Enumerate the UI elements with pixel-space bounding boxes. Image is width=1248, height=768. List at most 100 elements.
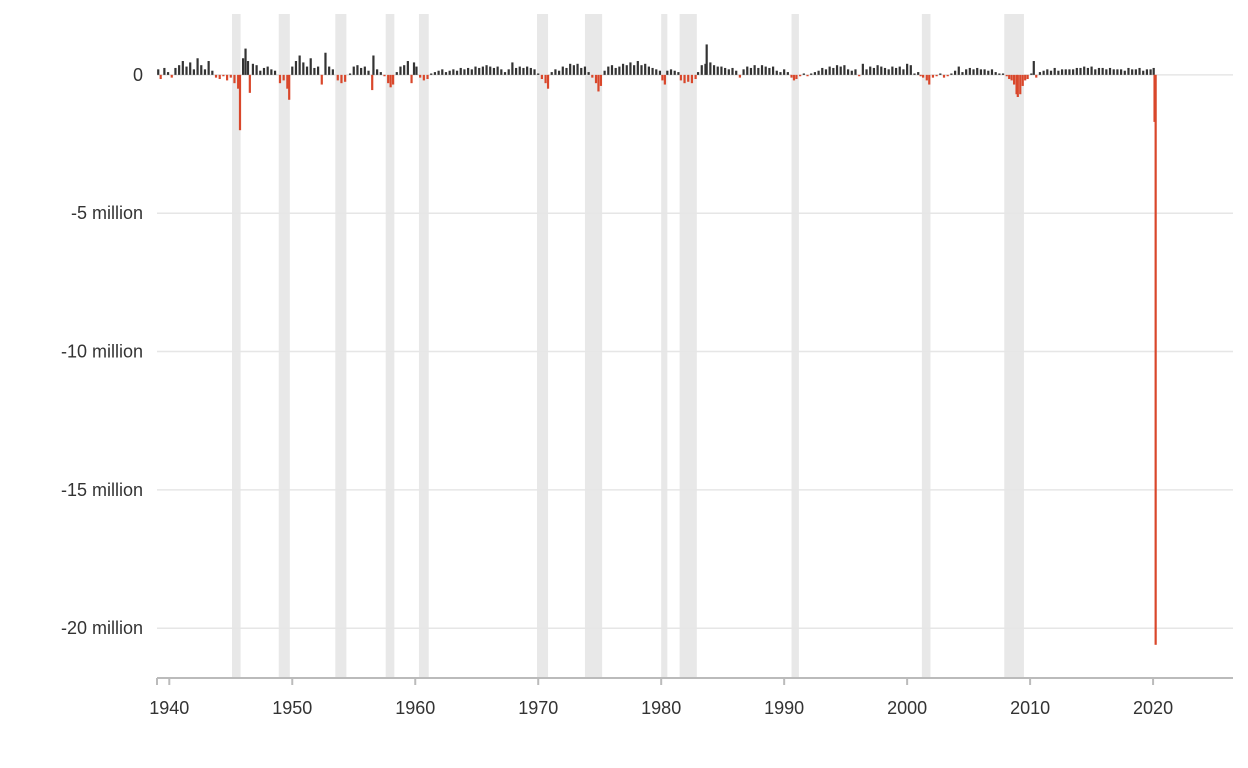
bar (869, 66, 872, 75)
bar (1042, 70, 1045, 75)
bar (760, 65, 764, 75)
x-tick-label: 1940 (149, 698, 189, 718)
bar (259, 70, 262, 75)
bar (181, 61, 184, 75)
bar (828, 66, 831, 75)
bar (392, 74, 395, 85)
bar (546, 74, 550, 89)
bar (861, 63, 864, 75)
bar (594, 74, 598, 84)
bar (371, 74, 374, 91)
bar (459, 67, 462, 75)
recession-band (385, 14, 395, 678)
bar (244, 48, 247, 75)
bar (1013, 74, 1016, 85)
bar (749, 67, 753, 75)
bar (529, 67, 532, 75)
axes (156, 677, 1233, 685)
bar (614, 67, 617, 75)
bar (928, 74, 931, 85)
bar (569, 63, 572, 75)
x-tick-label: 1970 (518, 698, 558, 718)
bar (367, 70, 370, 75)
bar (403, 65, 406, 75)
bar (705, 44, 708, 75)
bar (775, 70, 778, 75)
bar (313, 67, 316, 75)
bar (174, 67, 177, 75)
bar (1019, 74, 1022, 95)
bar (946, 74, 949, 77)
bar (233, 74, 236, 84)
bar (835, 65, 839, 75)
bar (779, 72, 782, 75)
y-tick-label: 0 (133, 65, 143, 85)
bar (738, 74, 741, 78)
bar (1116, 69, 1119, 75)
bar (950, 73, 953, 75)
bar (415, 66, 418, 75)
bar (906, 63, 909, 75)
bar (843, 65, 846, 75)
bar (448, 70, 451, 75)
bar (764, 66, 767, 75)
bar (544, 74, 547, 84)
bar (246, 61, 250, 75)
x-tick-label: 1980 (641, 698, 681, 718)
bar (832, 67, 835, 75)
bar (526, 66, 529, 75)
bar (558, 70, 561, 75)
bar (1108, 67, 1112, 75)
bar (633, 65, 636, 75)
bar (661, 74, 664, 81)
bar (607, 66, 610, 75)
bar (957, 66, 960, 75)
bar (514, 67, 518, 75)
bar (810, 73, 813, 75)
bar (735, 70, 738, 75)
bar (248, 74, 251, 93)
recession-band (1004, 14, 1024, 678)
bar (603, 70, 606, 75)
bar (1008, 74, 1011, 80)
y-tick-label: -10 million (61, 342, 143, 362)
y-tick-label: -5 million (71, 203, 143, 223)
bar (1090, 66, 1093, 75)
bar (917, 72, 920, 75)
bar (1057, 70, 1060, 75)
recession-band (584, 14, 603, 678)
bar (972, 69, 975, 75)
bar (251, 63, 255, 75)
bar (891, 66, 894, 75)
bar (189, 62, 192, 75)
bar (507, 69, 510, 75)
bar (629, 62, 632, 75)
bar (1153, 74, 1156, 122)
bar (919, 74, 922, 77)
bar (1001, 73, 1005, 75)
bar (679, 74, 682, 81)
bar (968, 67, 971, 75)
bar (572, 65, 575, 75)
bar (580, 67, 583, 75)
bar (270, 69, 273, 75)
bar (824, 69, 828, 75)
bar (412, 62, 416, 75)
bar (1086, 67, 1089, 75)
bar (444, 72, 448, 75)
bar (481, 66, 484, 75)
bar (865, 69, 868, 75)
bar (1142, 70, 1145, 75)
recession-band (679, 14, 697, 678)
bar (422, 74, 425, 81)
bar (795, 74, 798, 80)
bar (387, 74, 390, 84)
bar (731, 67, 734, 75)
bar (376, 69, 379, 75)
bar (1127, 67, 1130, 75)
bar (540, 74, 544, 80)
bar (1064, 69, 1067, 75)
bar (470, 69, 473, 75)
bar (1053, 67, 1056, 75)
bar (196, 58, 199, 75)
